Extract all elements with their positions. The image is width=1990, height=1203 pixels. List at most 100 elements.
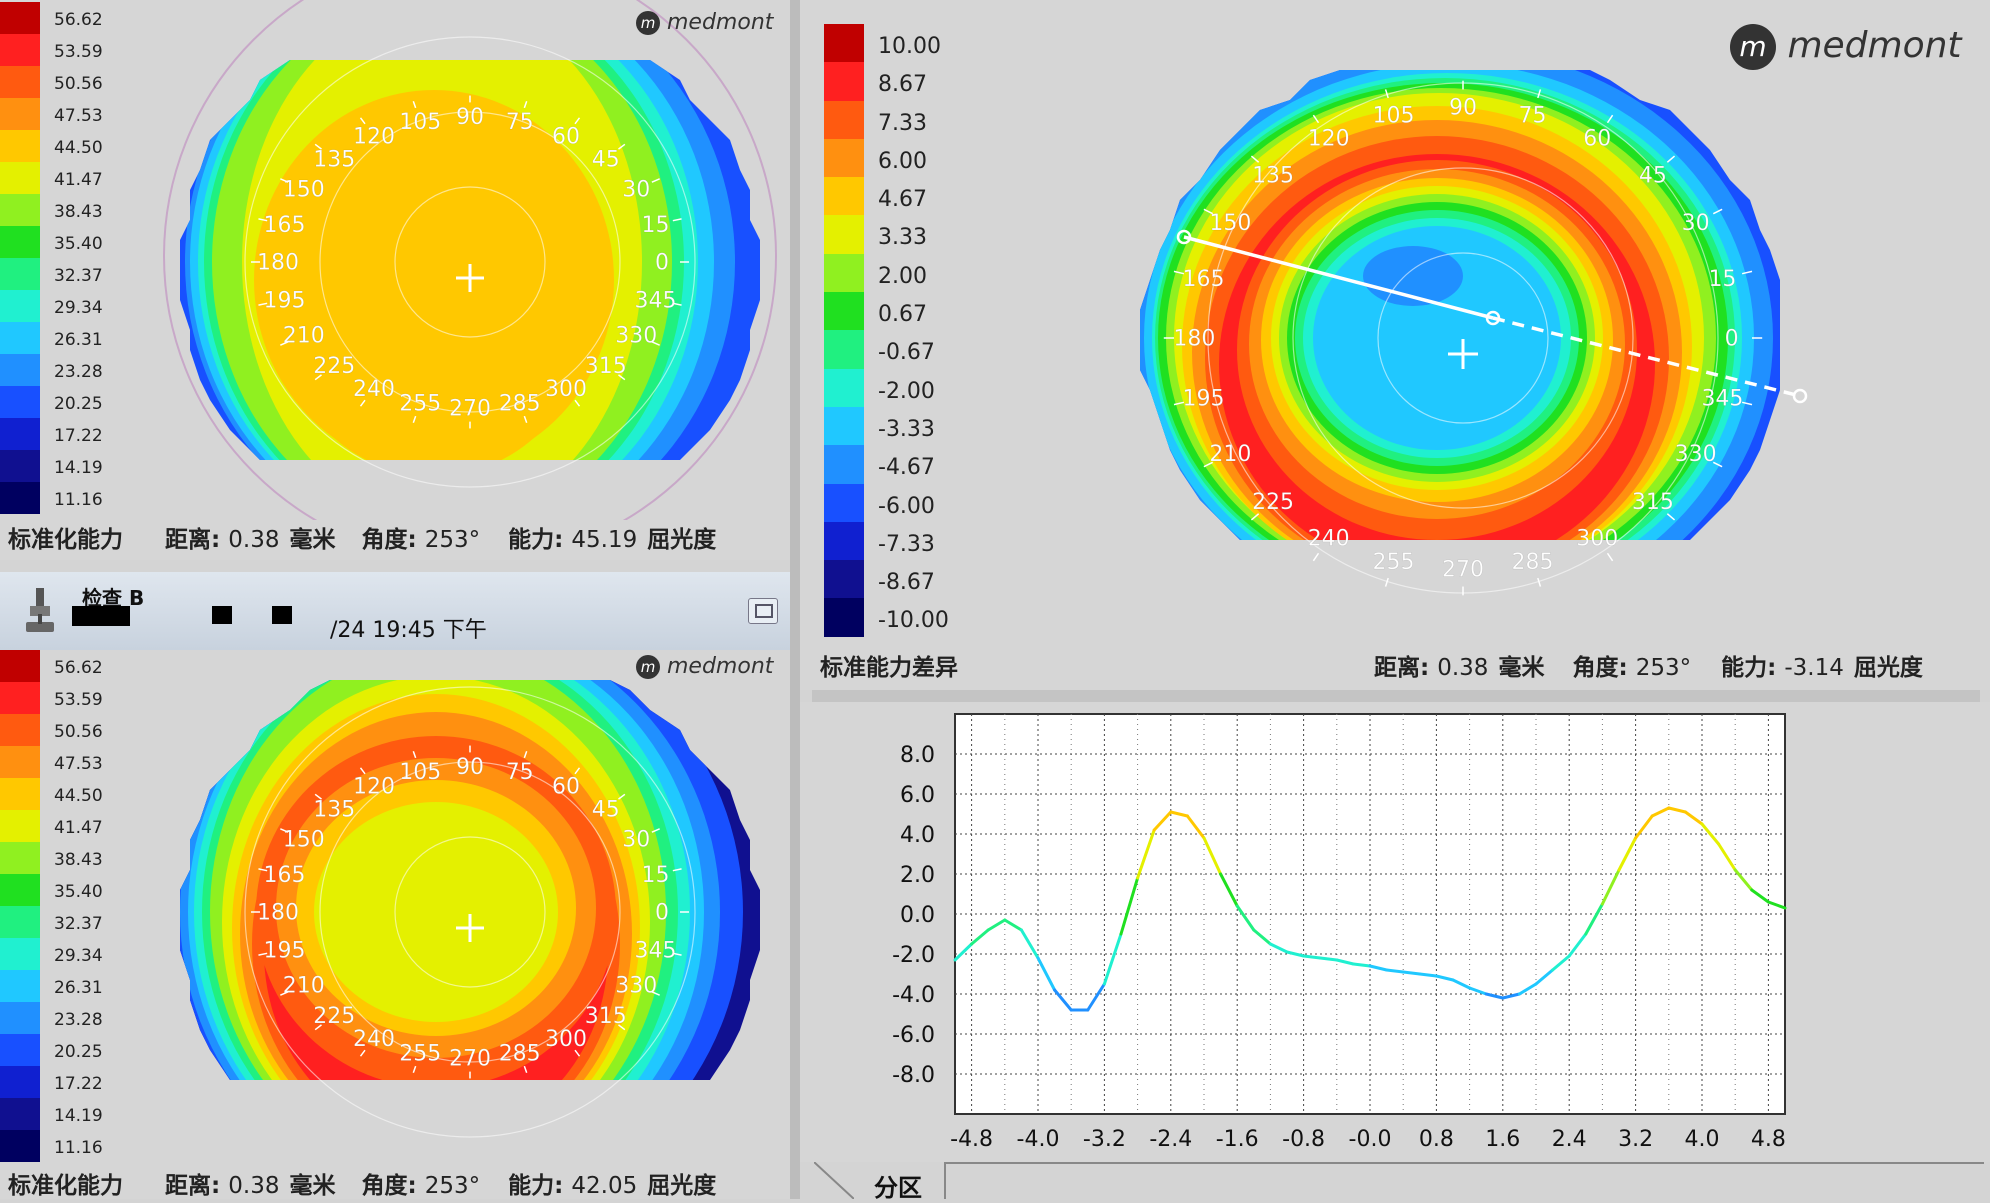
angle-label: 285 bbox=[1512, 550, 1554, 575]
legend-row: 32.37 bbox=[0, 906, 120, 938]
bottom-left-map-panel: 56.62 53.59 50.56 47.53 44.50 41.47 38.43 35.40… bbox=[0, 650, 790, 1199]
distance-unit: 毫米 bbox=[289, 1173, 336, 1199]
profile-line-segment bbox=[1534, 968, 1555, 986]
legend-value: 50.56 bbox=[54, 722, 103, 742]
profile-line-segment bbox=[1501, 992, 1521, 1000]
legend-value: 44.50 bbox=[54, 138, 103, 158]
profile-line-segment bbox=[1252, 928, 1272, 946]
legend-value: 7.33 bbox=[878, 110, 927, 136]
legend-value: 0.67 bbox=[878, 302, 927, 328]
angle-tick bbox=[574, 1049, 581, 1057]
legend-swatch bbox=[0, 258, 40, 290]
legend-swatch bbox=[824, 292, 864, 331]
profile-line-segment bbox=[1584, 902, 1604, 936]
angle-tick bbox=[1312, 552, 1320, 562]
tab-sector[interactable]: 分区 bbox=[814, 1162, 944, 1202]
vertical-splitter[interactable] bbox=[790, 0, 800, 1199]
status-bar: 标准化能力 距离: 0.38 毫米 角度: 253° 能力: 45.19 屈光度 bbox=[8, 520, 716, 554]
angle-tick bbox=[258, 302, 268, 306]
microscope-icon[interactable] bbox=[22, 586, 58, 638]
angle-tick bbox=[1741, 401, 1753, 406]
legend-value: 23.28 bbox=[54, 1010, 103, 1030]
legend-value: 41.47 bbox=[54, 170, 103, 190]
legend-row: 50.56 bbox=[0, 66, 120, 98]
y-tick-label: 6.0 bbox=[900, 783, 935, 808]
legend-value: 11.16 bbox=[54, 490, 103, 510]
profile-chart[interactable]: -4.8 -4.0 -3.2 -2.4 -1.6 -0.8 -0.0 0.8 1.6 2.4 3.2… bbox=[800, 702, 1990, 1162]
legend-swatch bbox=[0, 2, 40, 34]
profile-line-segment bbox=[1119, 876, 1140, 936]
legend-row: 3.33 bbox=[824, 215, 964, 254]
angle-tick bbox=[314, 143, 322, 150]
angle-tick bbox=[672, 302, 682, 306]
angle-tick bbox=[651, 991, 660, 996]
angle-tick bbox=[672, 952, 682, 956]
profile-line-segment bbox=[1152, 810, 1173, 832]
angle-label: 195 bbox=[264, 938, 306, 963]
restore-window-button[interactable] bbox=[748, 598, 778, 624]
legend-value: 29.34 bbox=[54, 298, 103, 318]
legend-value: 50.56 bbox=[54, 74, 103, 94]
profile-line-segment bbox=[1202, 836, 1223, 876]
profile-line-segment bbox=[986, 918, 1007, 932]
angle-label: 105 bbox=[399, 110, 441, 135]
angle-label: 270 bbox=[449, 1047, 491, 1072]
profile-line-segment bbox=[1617, 836, 1638, 872]
legend-row: 41.47 bbox=[0, 162, 120, 194]
angle-label: 330 bbox=[1675, 442, 1717, 467]
y-tick-label: 8.0 bbox=[900, 743, 935, 768]
difference-power-map[interactable]: 90 75604530150345330315300285270255240225… bbox=[800, 0, 1990, 650]
map-type-label: 标准能力差异 bbox=[820, 655, 958, 681]
legend-swatch bbox=[0, 650, 40, 682]
angle-label: 285 bbox=[499, 1042, 541, 1067]
angle-label: 300 bbox=[545, 377, 587, 402]
angle-label: 45 bbox=[1639, 163, 1667, 188]
legend-value: 32.37 bbox=[54, 266, 103, 286]
meridian-line-dashed[interactable] bbox=[1492, 316, 1801, 398]
angle-tick bbox=[1250, 155, 1260, 163]
angle-tick bbox=[1312, 114, 1320, 124]
legend-swatch bbox=[0, 386, 40, 418]
meridian-handle[interactable] bbox=[1485, 310, 1501, 326]
meridian-handle[interactable] bbox=[1792, 388, 1808, 404]
angle-tick bbox=[672, 218, 682, 222]
legend-value: 29.34 bbox=[54, 946, 103, 966]
meridian-handle[interactable] bbox=[1176, 229, 1192, 245]
profile-line-segment bbox=[1451, 978, 1472, 990]
guide-ring bbox=[1377, 252, 1549, 424]
axial-power-map[interactable]: 90 75604530150345330315300285270255240225… bbox=[0, 0, 790, 520]
angle-label: 240 bbox=[353, 377, 395, 402]
redacted-block bbox=[72, 606, 130, 626]
legend-row: 56.62 bbox=[0, 2, 120, 34]
legend-swatch bbox=[0, 290, 40, 322]
angle-label: 210 bbox=[283, 324, 325, 349]
legend-value: 14.19 bbox=[54, 1106, 103, 1126]
profile-line-segment bbox=[970, 928, 990, 946]
angle-label: 165 bbox=[264, 213, 306, 238]
angle-label: 330 bbox=[615, 324, 657, 349]
angle-tick bbox=[1250, 513, 1260, 521]
meridian-line[interactable] bbox=[1183, 235, 1494, 320]
legend-value: 4.67 bbox=[878, 187, 927, 213]
angle-label: 225 bbox=[1252, 490, 1294, 515]
legend-swatch bbox=[824, 253, 864, 293]
angle-label: 45 bbox=[592, 148, 620, 173]
legend-swatch bbox=[824, 24, 864, 63]
angle-tick bbox=[359, 117, 366, 125]
angle-tick bbox=[280, 991, 289, 996]
legend-swatch bbox=[0, 682, 40, 714]
angle-label: 角度: bbox=[361, 1173, 417, 1199]
guide-ring bbox=[319, 111, 621, 413]
legend-row: 50.56 bbox=[0, 714, 120, 746]
angle-label: 285 bbox=[499, 392, 541, 417]
profile-line-segment bbox=[1567, 932, 1588, 958]
axial-power-map[interactable]: 90 75604530150345330315300285270255240225… bbox=[0, 650, 790, 1160]
angle-tick bbox=[523, 750, 528, 759]
legend-swatch bbox=[0, 34, 40, 66]
legend-swatch bbox=[0, 1034, 40, 1066]
horizontal-splitter[interactable] bbox=[812, 690, 1980, 702]
map-type-label: 标准化能力 bbox=[8, 1173, 123, 1199]
angle-label: 255 bbox=[399, 392, 441, 417]
legend-row: 14.19 bbox=[0, 1098, 120, 1130]
legend-row: 23.28 bbox=[0, 354, 120, 386]
